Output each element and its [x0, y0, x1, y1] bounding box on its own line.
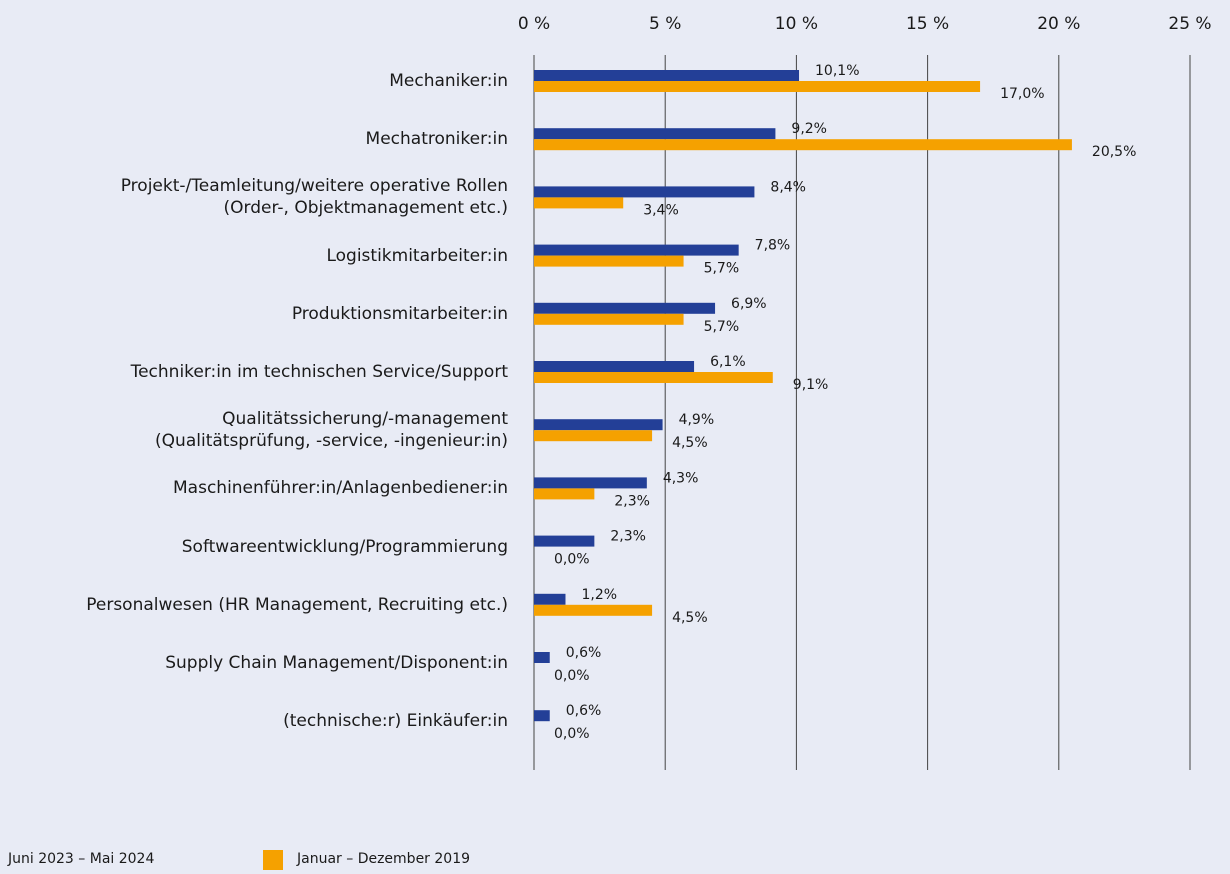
category-label: Mechaniker:in: [389, 71, 508, 91]
category-label: Supply Chain Management/Disponent:in: [165, 653, 508, 673]
bar: [534, 488, 595, 500]
value-label: 8,4%: [770, 179, 806, 195]
category-label: Qualitätssicherung/-management (Qualität…: [155, 409, 508, 452]
category-label: Logistikmitarbeiter:in: [326, 245, 508, 266]
bar: [534, 710, 550, 722]
bar: [534, 255, 684, 267]
value-label: 0,6%: [566, 703, 602, 719]
value-label: 2,3%: [614, 493, 650, 509]
bar: [534, 430, 653, 442]
value-label: 0,0%: [554, 552, 590, 568]
category-label: Mechatroniker:in: [365, 129, 508, 150]
category-label: Softwareentwicklung/Programmierung: [181, 536, 508, 557]
x-tick-label: 20 %: [1037, 14, 1080, 34]
value-label: 3,4%: [643, 202, 679, 218]
category-label: Projekt-/Teamleitung/weitere operative R…: [120, 176, 508, 219]
value-label: 7,8%: [755, 238, 791, 254]
x-tick-label: 0 %: [518, 14, 550, 34]
x-tick-label: 15 %: [906, 14, 949, 34]
bar: [534, 197, 624, 209]
category-label: Produktionsmitarbeiter:in: [291, 303, 508, 324]
bar: [534, 535, 595, 547]
category-label: Maschinenführer:in/Anlagenbediener:in: [173, 478, 508, 499]
value-label: 9,2%: [791, 121, 827, 137]
x-tick-label: 25 %: [1168, 14, 1211, 34]
category-label: (technische:r) Einkäufer:in: [283, 711, 508, 732]
bar: [534, 302, 716, 314]
value-label: 4,3%: [663, 470, 699, 486]
bar: [534, 419, 663, 431]
bar: [534, 593, 566, 605]
value-label: 2,3%: [610, 529, 646, 545]
bar: [534, 361, 695, 372]
bar: [534, 652, 550, 663]
value-label: 4,5%: [672, 435, 708, 451]
category-label: Techniker:in im technischen Service/Supp…: [130, 362, 508, 382]
value-label: 17,0%: [1000, 86, 1044, 102]
value-label: 0,0%: [554, 726, 590, 742]
bar: [534, 70, 800, 81]
bar: [534, 372, 773, 383]
value-label: 6,1%: [710, 354, 746, 370]
value-label: 20,5%: [1092, 144, 1136, 160]
value-label: 1,2%: [581, 587, 617, 603]
bar: [534, 139, 1072, 151]
value-label: 5,7%: [704, 261, 740, 277]
bar: [534, 477, 647, 489]
bar: [534, 186, 755, 198]
value-label: 5,7%: [704, 319, 740, 335]
bar: [534, 244, 739, 256]
x-tick-label: 5 %: [649, 14, 681, 34]
bar: [534, 81, 981, 92]
legend-swatch: [263, 850, 283, 870]
value-label: 0,6%: [566, 645, 602, 661]
bar: [534, 604, 653, 616]
value-label: 10,1%: [815, 63, 859, 79]
value-label: 4,9%: [679, 412, 715, 428]
legend-label: Juni 2023 – Mai 2024: [8, 851, 155, 867]
value-label: 6,9%: [731, 296, 767, 312]
legend-label: Januar – Dezember 2019: [297, 851, 471, 867]
value-label: 0,0%: [554, 668, 590, 684]
category-label: Personalwesen (HR Management, Recruiting…: [86, 594, 508, 615]
x-tick-label: 10 %: [775, 14, 818, 34]
value-label: 4,5%: [672, 610, 708, 626]
bar: [534, 128, 776, 140]
bar: [534, 313, 684, 325]
value-label: 9,1%: [793, 377, 829, 393]
